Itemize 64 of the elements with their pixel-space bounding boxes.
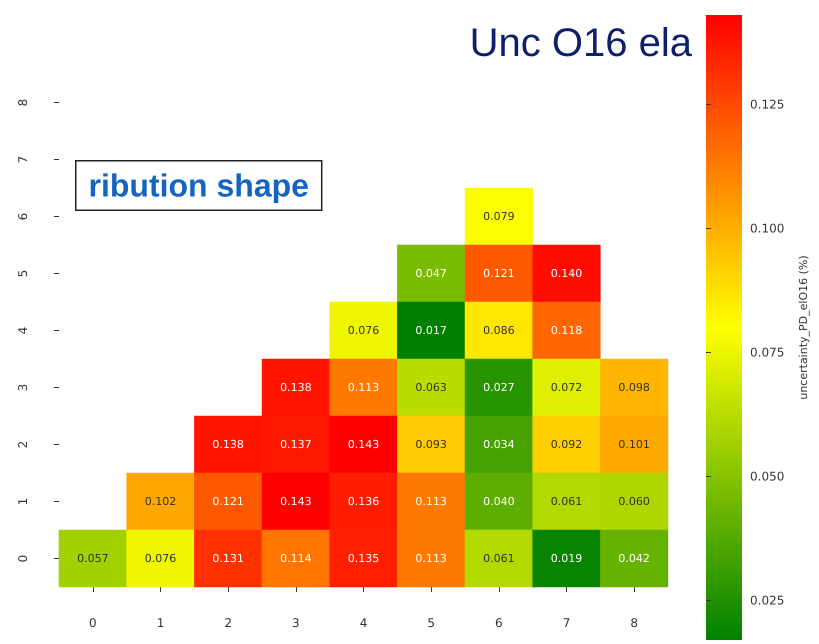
x-tick-label: 6	[495, 616, 503, 630]
data-label: 0.017	[415, 324, 447, 337]
data-label: 0.113	[415, 495, 447, 508]
annotation: ribution shape	[88, 168, 309, 204]
color-bar-title: uncertainty_PD_elO16 (%)	[797, 255, 810, 400]
x-tick-label: 2	[224, 616, 232, 630]
x-tick-label: 7	[562, 616, 570, 630]
data-label: 0.063	[415, 381, 447, 394]
data-label: 0.092	[550, 438, 582, 451]
color-bar-label: 0.125	[750, 97, 784, 112]
data-label: 0.061	[483, 552, 515, 565]
data-label: 0.121	[212, 495, 244, 508]
y-tick-label: 4	[16, 326, 30, 334]
x-tick-label: 3	[292, 616, 300, 630]
y-tick-label: 1	[16, 498, 30, 506]
x-tick-label: 0	[89, 616, 97, 630]
data-label: 0.102	[144, 495, 176, 508]
data-label: 0.060	[618, 495, 650, 508]
color-bar-label: 0.025	[750, 593, 784, 608]
y-tick-label: 6	[16, 212, 30, 220]
x-tick-label: 5	[427, 616, 435, 630]
data-label: 0.136	[348, 495, 380, 508]
data-label: 0.113	[348, 381, 380, 394]
color-bar-label: 0.075	[750, 345, 784, 360]
data-label: 0.118	[550, 324, 582, 337]
data-label: 0.143	[280, 495, 312, 508]
data-label: 0.047	[415, 267, 447, 280]
x-tick-label: 4	[360, 616, 368, 630]
y-tick-label: 5	[16, 270, 30, 278]
data-label: 0.093	[415, 438, 447, 451]
data-label: 0.034	[483, 438, 515, 451]
data-label: 0.061	[550, 495, 582, 508]
data-label: 0.057	[77, 552, 109, 565]
y-tick-label: 0	[16, 554, 30, 562]
x-tick-label: 8	[630, 616, 638, 630]
data-label: 0.137	[280, 438, 312, 451]
data-label: 0.040	[483, 495, 515, 508]
data-label: 0.076	[144, 552, 176, 565]
y-tick-label: 7	[16, 156, 30, 164]
y-tick-label: 8	[16, 98, 30, 106]
data-label: 0.138	[280, 381, 312, 394]
data-label: 0.079	[483, 210, 515, 223]
data-label: 0.086	[483, 324, 515, 337]
y-tick-label: 2	[16, 440, 30, 448]
data-label: 0.121	[483, 267, 515, 280]
data-label: 0.113	[415, 552, 447, 565]
data-label: 0.076	[348, 324, 380, 337]
data-label: 0.101	[618, 438, 650, 451]
color-bar-label: 0.050	[750, 469, 784, 484]
data-label: 0.131	[212, 552, 244, 565]
y-tick-label: 3	[16, 384, 30, 392]
data-label: 0.019	[550, 552, 582, 565]
data-label: 0.140	[550, 267, 582, 280]
data-label: 0.143	[348, 438, 380, 451]
data-label: 0.042	[618, 552, 650, 565]
data-label: 0.072	[550, 381, 582, 394]
color-bar-label: 0.100	[750, 221, 784, 236]
data-label: 0.135	[348, 552, 380, 565]
data-label: 0.098	[618, 381, 650, 394]
chart-title: Unc O16 ela	[470, 21, 693, 65]
data-label: 0.027	[483, 381, 515, 394]
x-tick-label: 1	[156, 616, 164, 630]
data-label: 0.114	[280, 552, 312, 565]
data-label: 0.138	[212, 438, 244, 451]
